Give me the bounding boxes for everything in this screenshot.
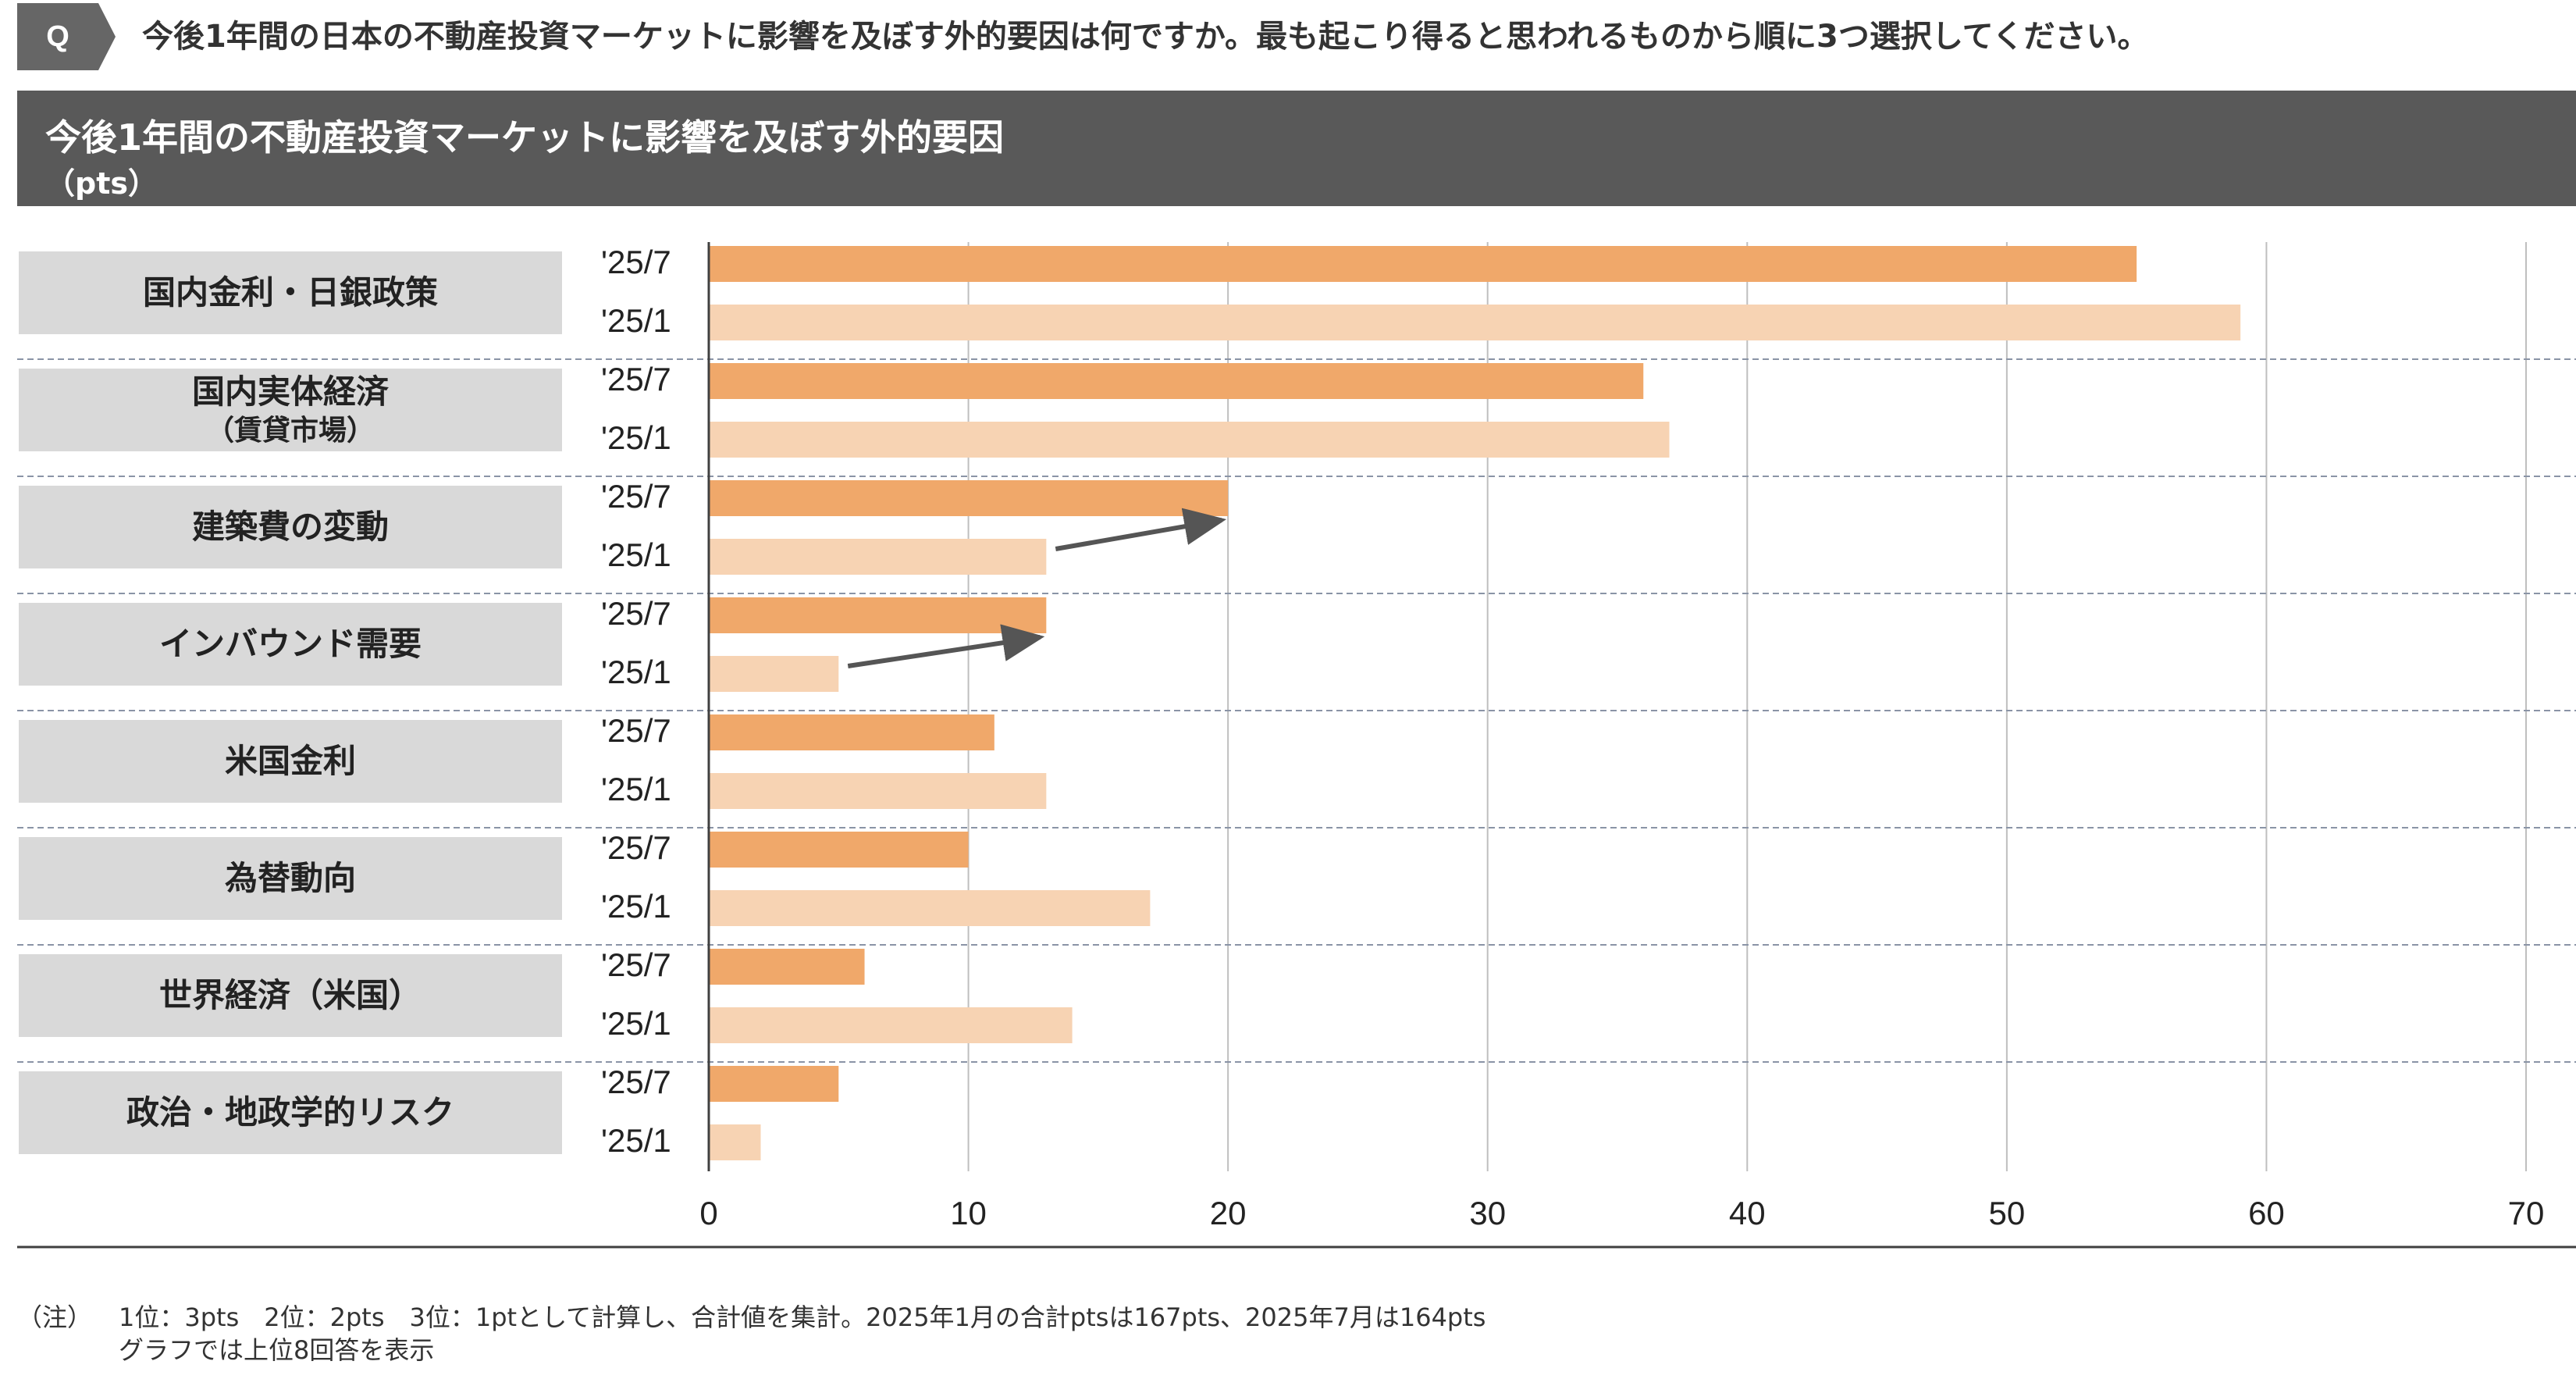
bar-series-2 — [709, 773, 1047, 809]
series-label: '25/1 — [601, 302, 671, 339]
x-tick-label: 50 — [1988, 1195, 2025, 1231]
bar-series-2 — [709, 890, 1151, 926]
category-label-text: インバウンド需要 — [158, 624, 422, 663]
note-mark: （注） — [17, 1302, 93, 1332]
bar-series-2 — [709, 305, 2241, 340]
bar-series-2 — [709, 656, 839, 692]
chart-unit: （pts） — [45, 166, 158, 201]
x-tick-label: 40 — [1729, 1195, 1766, 1231]
series-label: '25/7 — [601, 946, 671, 983]
series-label: '25/1 — [601, 1122, 671, 1159]
series-label: '25/7 — [601, 595, 671, 632]
category-label-text: 国内実体経済 — [191, 372, 389, 412]
note-line-1: 1位：3pts 2位：2pts 3位：1ptとして計算し、合計値を集計。2025… — [119, 1302, 1486, 1332]
category-label: 為替動向 — [19, 837, 562, 920]
chart-title: 今後1年間の不動産投資マーケットに影響を及ぼす外的要因 — [45, 116, 1005, 159]
change-arrow — [847, 624, 1045, 668]
bar-series-2 — [709, 422, 1670, 458]
category-label-text: 世界経済（米国） — [158, 975, 422, 1014]
question-text: 今後1年間の日本の不動産投資マーケットに影響を及ぼす外的要因は何ですか。最も起こ… — [142, 19, 2149, 55]
category-label: インバウンド需要 — [19, 603, 562, 686]
bar-series-1 — [709, 597, 1047, 633]
series-label: '25/1 — [601, 419, 671, 456]
bar-series-1 — [709, 949, 865, 985]
series-label: '25/1 — [601, 1005, 671, 1042]
bar-series-1 — [709, 1066, 839, 1102]
bar-series-1 — [709, 246, 2137, 282]
bar-series-1 — [709, 363, 1644, 399]
category-label-subtext: （賃貸市場） — [205, 414, 375, 447]
series-label: '25/1 — [601, 771, 671, 807]
bar-series-1 — [709, 480, 1229, 516]
x-tick-label: 10 — [950, 1195, 987, 1231]
series-label: '25/7 — [601, 1064, 671, 1100]
category-label: 米国金利 — [19, 720, 562, 803]
category-label-text: 建築費の変動 — [191, 507, 389, 546]
question-badge-arrow — [98, 3, 116, 70]
series-label: '25/1 — [601, 536, 671, 573]
category-label-text: 米国金利 — [224, 741, 356, 780]
category-label-text: 政治・地政学的リスク — [126, 1092, 454, 1131]
category-label: 国内実体経済 （賃貸市場） — [19, 369, 562, 451]
category-label-text: 為替動向 — [224, 858, 356, 897]
bar-series-1 — [709, 714, 994, 750]
x-tick-label: 0 — [699, 1195, 717, 1231]
series-label: '25/7 — [601, 478, 671, 515]
bar-series-2 — [709, 1007, 1073, 1043]
x-tick-label: 60 — [2248, 1195, 2285, 1231]
bar-series-2 — [709, 1124, 761, 1160]
series-label: '25/7 — [601, 361, 671, 397]
series-label: '25/7 — [601, 829, 671, 866]
series-label: '25/7 — [601, 712, 671, 749]
series-label: '25/1 — [601, 888, 671, 925]
category-label-text: 国内金利・日銀政策 — [142, 273, 438, 312]
note-line-2: グラフでは上位8回答を表示 — [119, 1335, 435, 1365]
category-label: 世界経済（米国） — [19, 954, 562, 1037]
x-tick-label: 70 — [2508, 1195, 2545, 1231]
series-label: '25/7 — [601, 244, 671, 280]
chart-title-banner: 今後1年間の不動産投資マーケットに影響を及ぼす外的要因 （pts） — [17, 91, 2576, 206]
question-badge: Q — [17, 3, 98, 70]
bar-series-1 — [709, 832, 969, 868]
category-label: 政治・地政学的リスク — [19, 1071, 562, 1154]
category-label: 国内金利・日銀政策 — [19, 251, 562, 334]
bar-series-2 — [709, 539, 1047, 575]
x-tick-label: 20 — [1210, 1195, 1247, 1231]
question-badge-letter: Q — [46, 20, 69, 53]
change-arrow — [1055, 508, 1227, 551]
category-label: 建築費の変動 — [19, 486, 562, 568]
x-tick-label: 30 — [1469, 1195, 1506, 1231]
series-label: '25/1 — [601, 654, 671, 690]
